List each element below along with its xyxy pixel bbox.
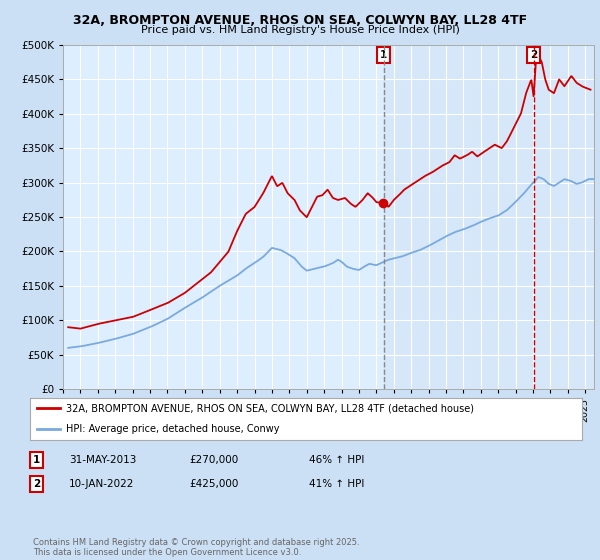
Text: 10-JAN-2022: 10-JAN-2022	[69, 479, 134, 489]
Text: HPI: Average price, detached house, Conwy: HPI: Average price, detached house, Conw…	[66, 424, 280, 434]
Text: 31-MAY-2013: 31-MAY-2013	[69, 455, 136, 465]
Text: 1: 1	[380, 50, 388, 60]
Text: Contains HM Land Registry data © Crown copyright and database right 2025.
This d: Contains HM Land Registry data © Crown c…	[33, 538, 359, 557]
Text: £270,000: £270,000	[189, 455, 238, 465]
Text: 2: 2	[33, 479, 40, 489]
Text: 46% ↑ HPI: 46% ↑ HPI	[309, 455, 364, 465]
Bar	[383, 45, 594, 389]
Text: 32A, BROMPTON AVENUE, RHOS ON SEA, COLWYN BAY, LL28 4TF (detached house): 32A, BROMPTON AVENUE, RHOS ON SEA, COLWY…	[66, 403, 474, 413]
Text: 2: 2	[530, 50, 537, 60]
Text: 32A, BROMPTON AVENUE, RHOS ON SEA, COLWYN BAY, LL28 4TF: 32A, BROMPTON AVENUE, RHOS ON SEA, COLWY…	[73, 14, 527, 27]
Text: Price paid vs. HM Land Registry's House Price Index (HPI): Price paid vs. HM Land Registry's House …	[140, 25, 460, 35]
Text: £425,000: £425,000	[189, 479, 238, 489]
Text: 41% ↑ HPI: 41% ↑ HPI	[309, 479, 364, 489]
Text: 1: 1	[33, 455, 40, 465]
